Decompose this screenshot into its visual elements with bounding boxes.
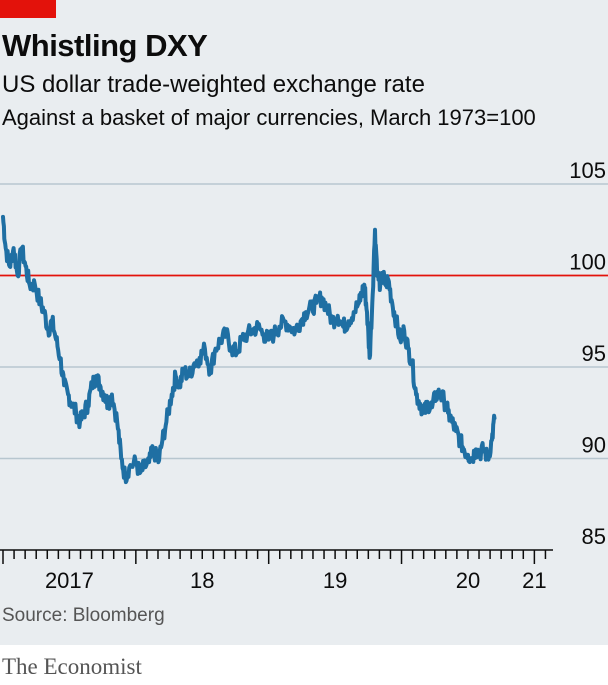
footer-band [0,645,608,685]
x-tick-label-19: 19 [323,568,347,593]
brand-red-tag [0,0,56,18]
chart-subtitle: US dollar trade-weighted exchange rate [2,71,425,98]
chart-title: Whistling DXY [2,28,208,63]
y-axis-labels: 85 90 95 100 105 [569,158,606,549]
series-group [1,214,497,485]
y-tick-label-100: 100 [569,250,606,275]
x-tick-label-18: 18 [190,568,214,593]
y-tick-label-90: 90 [582,433,606,458]
source-note: Source: Bloomberg [2,605,165,626]
y-tick-label-95: 95 [582,341,606,366]
x-axis: 2017 18 19 20 21 [0,549,553,593]
brand-logo: The Economist [2,654,142,679]
line-chart: 85 90 95 100 105 2017 18 19 20 21 [0,158,608,593]
series-line-dxy [1,214,497,485]
x-tick-label-20: 20 [456,568,480,593]
x-tick-label-21: 21 [522,568,546,593]
y-tick-label-85: 85 [582,524,606,549]
chart-description: Against a basket of major currencies, Ma… [2,105,536,130]
y-tick-label-105: 105 [569,158,606,183]
x-tick-label-2017: 2017 [45,568,94,593]
gridlines [0,183,608,460]
